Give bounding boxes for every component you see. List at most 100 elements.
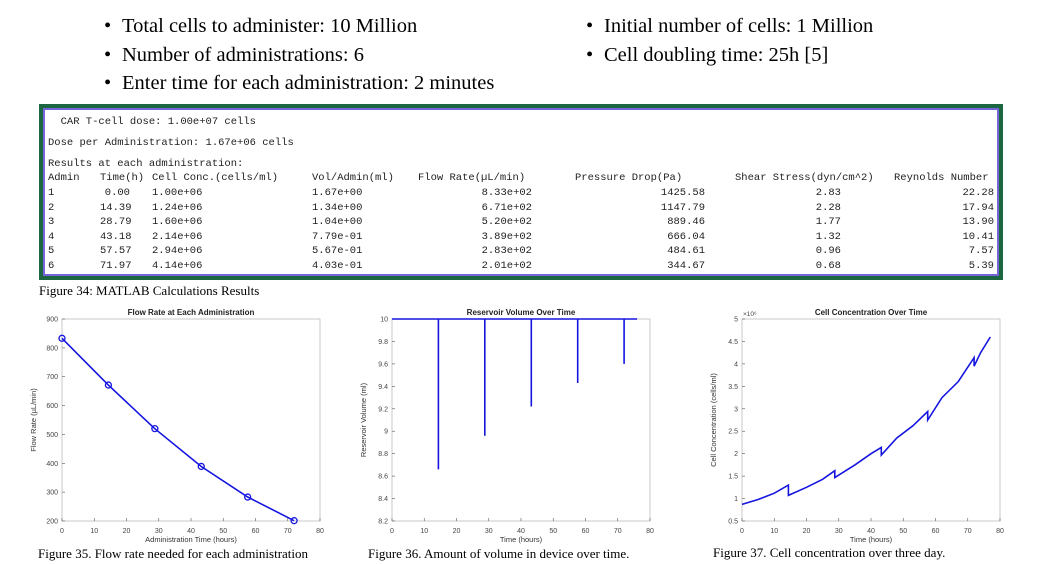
plot-area	[61, 318, 321, 522]
y-tick-label: 2.5	[728, 429, 738, 436]
y-tick-label: 1	[734, 496, 738, 503]
x-tick-label: 0	[60, 528, 64, 535]
chart-svg: 0 10 20 30 40 50 60 70 80 0.5 1 1.5 2 2.5 3 3.5 4 4.5 5 Cel…	[709, 308, 1004, 544]
series-line	[741, 336, 991, 506]
cell-cell-conc: 4.14e+06	[152, 260, 203, 272]
table-row: 6 71.97 4.14e+06 4.03e-01 2.01e+02 344.67 0.68…	[48, 260, 996, 274]
y-tick-label: 4	[734, 361, 738, 368]
x-tick-label: 10	[770, 528, 778, 535]
bullet-doubling-time: Cell doubling time: 25h [5]	[586, 41, 873, 70]
y-tick-label: 3	[734, 406, 738, 413]
y-tick-label: 800	[46, 345, 58, 352]
x-tick-label: 10	[420, 528, 428, 535]
flow-rate-chart: 0 10 20 30 40 50 60 70 80 200 300 400 500 600 700 800 90…	[10, 302, 335, 544]
series-line	[392, 318, 638, 470]
cell-vol-admin: 1.34e+00	[312, 201, 363, 214]
cell-flow-rate: 2.83e+02	[481, 245, 532, 258]
y-tick-label: 9	[384, 429, 388, 436]
cell-time: 57.57	[100, 245, 132, 258]
cell-vol-admin: 7.79e-01	[312, 230, 363, 243]
cell-vol-admin: 1.04e+00	[312, 216, 363, 229]
y-tick-label: 5	[734, 317, 738, 324]
cell-shear-stress: 2.28	[815, 201, 841, 214]
cell-admin: 5	[48, 245, 55, 258]
bullet-num-administrations: Number of administrations: 6	[104, 41, 494, 70]
x-tick-label: 70	[284, 528, 292, 535]
x-tick-label: 0	[390, 528, 394, 535]
figure-35-caption: Figure 35. Flow rate needed for each adm…	[38, 546, 309, 561]
y-tick-label: 9.4	[378, 384, 388, 391]
data-point	[244, 493, 252, 501]
header-admin: Admin	[48, 172, 80, 184]
cell-reynolds: 5.39	[968, 260, 994, 272]
x-axis-label: Time (hours)	[850, 535, 893, 544]
bullet-initial-cells: Initial number of cells: 1 Million	[586, 12, 873, 41]
bullet-list-right: Initial number of cells: 1 Million Cell …	[586, 12, 873, 69]
table-row: 1 0.00 1.00e+06 1.67e+00 8.33e+02 1425.58 2.83…	[48, 187, 996, 202]
y-axis-label: Flow Rate (µL/min)	[29, 388, 38, 452]
cell-shear-stress: 1.77	[815, 216, 841, 229]
x-tick-label: 30	[835, 528, 843, 535]
y-axis-label: Reservoir Volume (ml)	[359, 382, 368, 457]
cell-flow-rate: 8.33e+02	[481, 187, 532, 199]
cell-vol-admin: 4.03e-01	[312, 260, 363, 272]
y-tick-label: 8.6	[378, 474, 388, 481]
cell-shear-stress: 1.32	[815, 230, 841, 243]
cell-pressure-drop: 344.67	[667, 260, 705, 272]
table-row: 5 57.57 2.94e+06 5.67e-01 2.83e+02 484.61 0.96…	[48, 245, 996, 260]
data-point	[104, 381, 113, 389]
console-output: CAR T-cell dose: 1.00e+07 cells Dose per…	[43, 108, 999, 276]
x-tick-label: 40	[867, 528, 875, 535]
console-dose-line: CAR T-cell dose: 1.00e+07 cells	[48, 116, 256, 128]
cell-pressure-drop: 666.04	[667, 230, 705, 243]
y-tick-label: 10	[380, 317, 388, 324]
x-axis-label: Administration Time (hours)	[145, 535, 237, 544]
x-tick-label: 50	[219, 528, 227, 535]
data-point	[151, 425, 159, 433]
cell-admin: 2	[48, 201, 55, 214]
cell-admin: 1	[48, 187, 55, 199]
y-tick-label: 8.4	[378, 496, 388, 503]
header-time: Time(h)	[100, 172, 145, 184]
chart-title: Cell Concentration Over Time	[815, 308, 928, 317]
plot-area	[741, 318, 1001, 522]
chart-title: Reservoir Volume Over Time	[467, 308, 576, 317]
y-tick-label: 9.6	[378, 361, 388, 368]
x-tick-label: 40	[187, 528, 195, 535]
y-tick-label: 400	[46, 461, 58, 468]
cell-cell-conc: 1.00e+06	[152, 187, 203, 199]
y-tick-label: 3.5	[728, 384, 738, 391]
cell-time: 71.97	[100, 260, 132, 272]
cell-vol-admin: 5.67e-01	[312, 245, 363, 258]
header-vol-admin: Vol/Admin(ml)	[312, 172, 394, 184]
header-reynolds: Reynolds Number	[894, 172, 989, 184]
bullet-total-cells: Total cells to administer: 10 Million	[104, 12, 494, 41]
y-tick-label: 0.5	[728, 519, 738, 526]
x-tick-label: 50	[899, 528, 907, 535]
cell-vol-admin: 1.67e+00	[312, 187, 363, 199]
cell-shear-stress: 0.96	[815, 245, 841, 258]
x-tick-label: 30	[155, 528, 163, 535]
table-header: Admin Time(h) Cell Conc.(cells/ml) Vol/A…	[48, 172, 996, 187]
header-flow-rate: Flow Rate(µL/min)	[418, 172, 526, 184]
cell-shear-stress: 2.83	[815, 187, 841, 199]
cell-pressure-drop: 1147.79	[660, 201, 705, 214]
x-tick-label: 20	[803, 528, 811, 535]
y-tick-label: 700	[46, 374, 58, 381]
cell-pressure-drop: 1425.58	[660, 187, 705, 199]
figure-36-caption: Figure 36. Amount of volume in device ov…	[368, 546, 630, 561]
cell-admin: 6	[48, 260, 55, 272]
cell-cell-conc: 2.94e+06	[152, 245, 203, 258]
cell-cell-conc: 1.24e+06	[152, 201, 203, 214]
header-cell-conc: Cell Conc.(cells/ml)	[152, 172, 279, 184]
y-tick-label: 900	[46, 317, 58, 324]
cell-reynolds: 22.28	[962, 187, 994, 199]
cell-time: 28.79	[100, 216, 132, 229]
y-tick-label: 8.2	[378, 519, 388, 526]
cell-shear-stress: 0.68	[815, 260, 841, 272]
chart-title: Flow Rate at Each Administration	[128, 308, 255, 317]
cell-time: 14.39	[100, 201, 132, 214]
plot-area	[391, 318, 651, 522]
y-tick-label: 2	[734, 451, 738, 458]
header-pressure-drop: Pressure Drop(Pa)	[575, 172, 683, 184]
